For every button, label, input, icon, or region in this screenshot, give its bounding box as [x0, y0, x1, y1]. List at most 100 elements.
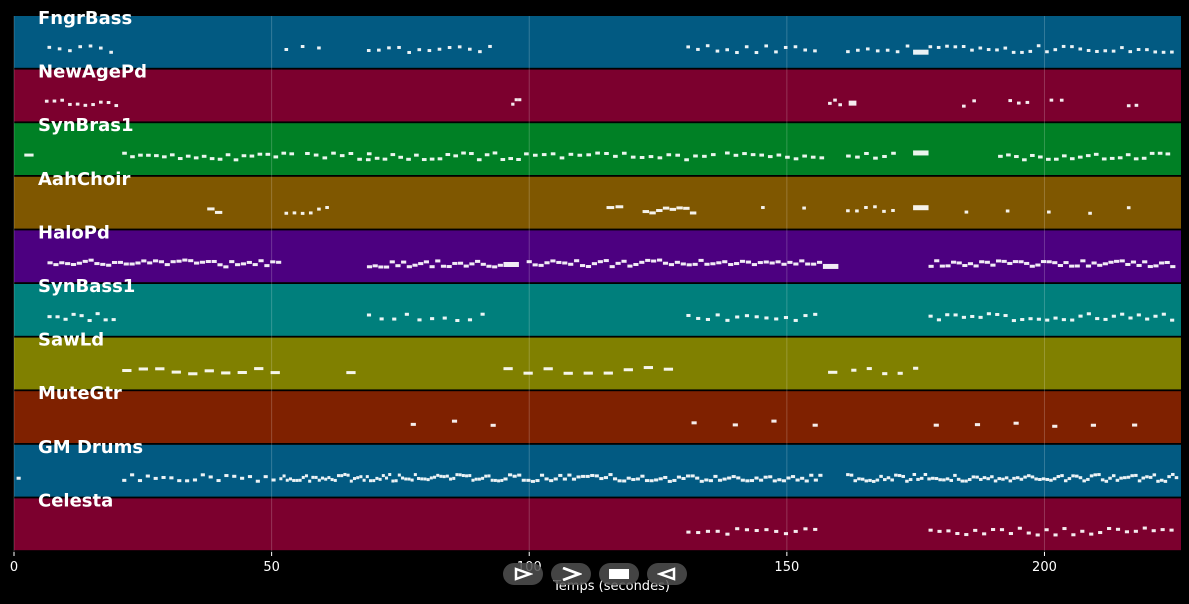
note: [526, 260, 532, 264]
note: [1119, 476, 1123, 480]
note: [188, 372, 198, 376]
note: [579, 264, 586, 268]
note: [716, 261, 722, 265]
note: [100, 262, 106, 266]
fast-forward-button[interactable]: [551, 563, 591, 585]
note: [1015, 476, 1020, 480]
note: [990, 475, 994, 479]
note: [1045, 477, 1050, 481]
note: [216, 479, 221, 483]
note: [1115, 478, 1120, 482]
note: [810, 155, 816, 159]
note: [170, 260, 176, 264]
note: [785, 155, 790, 159]
note: [934, 477, 939, 481]
note: [57, 47, 62, 51]
note: [492, 151, 498, 155]
note: [1117, 156, 1123, 160]
note: [822, 263, 839, 269]
note: [404, 312, 409, 316]
note: [455, 319, 460, 323]
note: [192, 478, 198, 482]
note: [793, 157, 799, 161]
note: [130, 155, 135, 159]
note: [649, 479, 654, 483]
note: [754, 51, 759, 55]
note: [763, 260, 769, 264]
note: [63, 317, 68, 321]
note: [500, 158, 506, 162]
note: [372, 264, 378, 268]
note: [1163, 479, 1168, 483]
note: [406, 265, 412, 269]
note: [497, 479, 501, 483]
note: [223, 265, 229, 269]
note: [1164, 260, 1170, 264]
note: [526, 478, 531, 482]
stop-button[interactable]: [599, 563, 639, 585]
note: [169, 476, 174, 480]
note: [553, 477, 558, 481]
note: [1153, 50, 1158, 54]
note: [452, 261, 458, 265]
note: [437, 157, 443, 161]
note: [979, 477, 983, 481]
rewind-button[interactable]: [647, 563, 687, 585]
note: [699, 479, 704, 483]
note: [480, 262, 486, 266]
note: [663, 475, 668, 479]
note: [744, 45, 749, 49]
note: [928, 314, 933, 318]
note: [768, 475, 773, 479]
note: [452, 476, 456, 480]
note: [141, 259, 147, 263]
note: [855, 209, 859, 213]
note: [586, 153, 592, 157]
note: [879, 474, 883, 478]
note: [849, 473, 854, 477]
note: [378, 477, 382, 481]
note: [1111, 474, 1116, 478]
note: [109, 50, 113, 54]
x-tick-label: 150: [774, 560, 799, 575]
note: [137, 479, 143, 483]
note: [574, 259, 580, 263]
note: [177, 479, 182, 483]
note: [366, 265, 373, 269]
note: [169, 153, 175, 157]
play-button[interactable]: [503, 563, 543, 585]
note: [1011, 50, 1016, 54]
note: [735, 527, 740, 531]
note: [639, 155, 645, 159]
note: [1023, 475, 1027, 479]
track-label: FngrBass: [38, 8, 132, 29]
note: [1097, 473, 1101, 477]
note: [488, 44, 492, 48]
note: [1132, 423, 1138, 427]
note: [535, 479, 540, 483]
note: [258, 259, 264, 263]
note: [982, 476, 987, 480]
note: [973, 528, 978, 532]
note: [270, 260, 276, 264]
note: [229, 260, 235, 264]
note: [298, 478, 302, 482]
note: [1053, 316, 1058, 320]
note: [1069, 157, 1075, 161]
note: [691, 421, 697, 425]
note: [937, 529, 942, 533]
note: [1019, 477, 1024, 481]
note: [739, 259, 746, 263]
note: [76, 261, 82, 265]
note: [65, 262, 71, 266]
note: [420, 477, 424, 481]
note: [1108, 476, 1112, 480]
note: [813, 527, 818, 531]
note: [1041, 477, 1046, 481]
note: [317, 207, 321, 211]
note: [1061, 44, 1066, 48]
note: [928, 45, 933, 49]
note: [705, 44, 710, 48]
note: [603, 371, 613, 375]
note: [783, 45, 788, 49]
